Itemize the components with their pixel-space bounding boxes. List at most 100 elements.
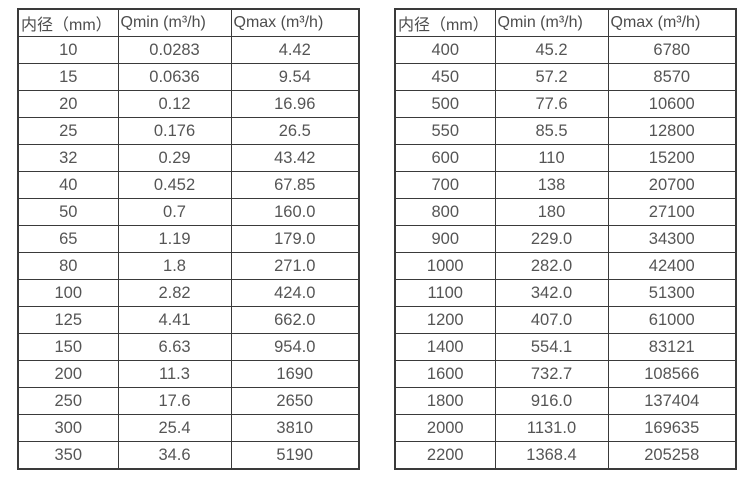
column-header: Qmax (m³/h) <box>230 8 360 37</box>
table-cell: 15200 <box>607 144 737 172</box>
table-cell: 4.41 <box>117 306 232 334</box>
flow-rate-table-large-diameters: 内径（mm） Qmin (m³/h) Qmax (m³/h) 400 45.2 6780… <box>394 8 737 470</box>
table-cell: 150 <box>17 333 119 361</box>
table-cell: 1600 <box>394 360 496 388</box>
table-row: 1800 916.0 137404 <box>394 387 737 415</box>
table-header: 内径（mm） Qmin (m³/h) Qmax (m³/h) <box>394 8 737 37</box>
table-cell: 662.0 <box>230 306 360 334</box>
table-cell: 0.452 <box>117 171 232 199</box>
table-cell: 0.7 <box>117 198 232 226</box>
flow-rate-table-small-diameters: 内径（mm） Qmin (m³/h) Qmax (m³/h) 10 0.0283 4.4… <box>17 8 360 470</box>
table-row: 300 25.4 3810 <box>17 414 360 442</box>
table-row: 2000 1131.0 169635 <box>394 414 737 442</box>
table-cell: 110 <box>494 144 609 172</box>
table-row: 350 34.6 5190 <box>17 441 360 470</box>
table-cell: 43.42 <box>230 144 360 172</box>
table-row: 80 1.8 271.0 <box>17 252 360 280</box>
table-cell: 200 <box>17 360 119 388</box>
table-cell: 83121 <box>607 333 737 361</box>
table-cell: 179.0 <box>230 225 360 253</box>
table-cell: 27100 <box>607 198 737 226</box>
table-body: 400 45.2 6780 450 57.2 8570 500 77.6 10600 550 85.… <box>394 36 737 470</box>
table-cell: 169635 <box>607 414 737 442</box>
table-header: 内径（mm） Qmin (m³/h) Qmax (m³/h) <box>17 8 360 37</box>
table-cell: 1800 <box>394 387 496 415</box>
table-body: 10 0.0283 4.42 15 0.0636 9.54 20 0.12 16.96 25 0.1… <box>17 36 360 470</box>
table-cell: 342.0 <box>494 279 609 307</box>
table-cell: 65 <box>17 225 119 253</box>
table-cell: 50 <box>17 198 119 226</box>
table-cell: 250 <box>17 387 119 415</box>
table-row: 1400 554.1 83121 <box>394 333 737 361</box>
table-row: 700 138 20700 <box>394 171 737 199</box>
table-cell: 160.0 <box>230 198 360 226</box>
table-cell: 550 <box>394 117 496 145</box>
table-cell: 57.2 <box>494 63 609 91</box>
table-cell: 0.29 <box>117 144 232 172</box>
table-cell: 67.85 <box>230 171 360 199</box>
table-cell: 34.6 <box>117 441 232 470</box>
column-header: 内径（mm） <box>394 8 496 37</box>
table-cell: 180 <box>494 198 609 226</box>
column-header: Qmin (m³/h) <box>494 8 609 37</box>
table-cell: 732.7 <box>494 360 609 388</box>
table-cell: 229.0 <box>494 225 609 253</box>
table-row: 20 0.12 16.96 <box>17 90 360 118</box>
table-cell: 77.6 <box>494 90 609 118</box>
table-row: 10 0.0283 4.42 <box>17 36 360 64</box>
table-cell: 2.82 <box>117 279 232 307</box>
table-row: 250 17.6 2650 <box>17 387 360 415</box>
table-cell: 16.96 <box>230 90 360 118</box>
table-cell: 80 <box>17 252 119 280</box>
table-cell: 45.2 <box>494 36 609 64</box>
table-cell: 2650 <box>230 387 360 415</box>
table-cell: 700 <box>394 171 496 199</box>
header-row: 内径（mm） Qmin (m³/h) Qmax (m³/h) <box>394 8 737 37</box>
table-cell: 100 <box>17 279 119 307</box>
table-cell: 2000 <box>394 414 496 442</box>
table-cell: 15 <box>17 63 119 91</box>
table-cell: 34300 <box>607 225 737 253</box>
table-cell: 9.54 <box>230 63 360 91</box>
table-row: 15 0.0636 9.54 <box>17 63 360 91</box>
table-row: 600 110 15200 <box>394 144 737 172</box>
table-row: 800 180 27100 <box>394 198 737 226</box>
table-cell: 42400 <box>607 252 737 280</box>
table-row: 400 45.2 6780 <box>394 36 737 64</box>
table-cell: 26.5 <box>230 117 360 145</box>
table-cell: 1100 <box>394 279 496 307</box>
table-cell: 6780 <box>607 36 737 64</box>
table-cell: 10600 <box>607 90 737 118</box>
table-cell: 450 <box>394 63 496 91</box>
table-cell: 407.0 <box>494 306 609 334</box>
table-row: 50 0.7 160.0 <box>17 198 360 226</box>
table-cell: 137404 <box>607 387 737 415</box>
table-cell: 20700 <box>607 171 737 199</box>
table-cell: 2200 <box>394 441 496 470</box>
table-cell: 954.0 <box>230 333 360 361</box>
table-cell: 10 <box>17 36 119 64</box>
header-row: 内径（mm） Qmin (m³/h) Qmax (m³/h) <box>17 8 360 37</box>
column-header: Qmax (m³/h) <box>607 8 737 37</box>
column-header: Qmin (m³/h) <box>117 8 232 37</box>
table-cell: 1.8 <box>117 252 232 280</box>
table-cell: 125 <box>17 306 119 334</box>
table-cell: 0.0636 <box>117 63 232 91</box>
table-cell: 0.12 <box>117 90 232 118</box>
table-cell: 916.0 <box>494 387 609 415</box>
table-cell: 40 <box>17 171 119 199</box>
table-cell: 11.3 <box>117 360 232 388</box>
table-row: 150 6.63 954.0 <box>17 333 360 361</box>
table-cell: 1400 <box>394 333 496 361</box>
table-cell: 800 <box>394 198 496 226</box>
table-cell: 1131.0 <box>494 414 609 442</box>
table-cell: 350 <box>17 441 119 470</box>
table-cell: 61000 <box>607 306 737 334</box>
table-cell: 32 <box>17 144 119 172</box>
table-cell: 300 <box>17 414 119 442</box>
table-cell: 12800 <box>607 117 737 145</box>
table-cell: 282.0 <box>494 252 609 280</box>
table-cell: 25.4 <box>117 414 232 442</box>
table-cell: 424.0 <box>230 279 360 307</box>
